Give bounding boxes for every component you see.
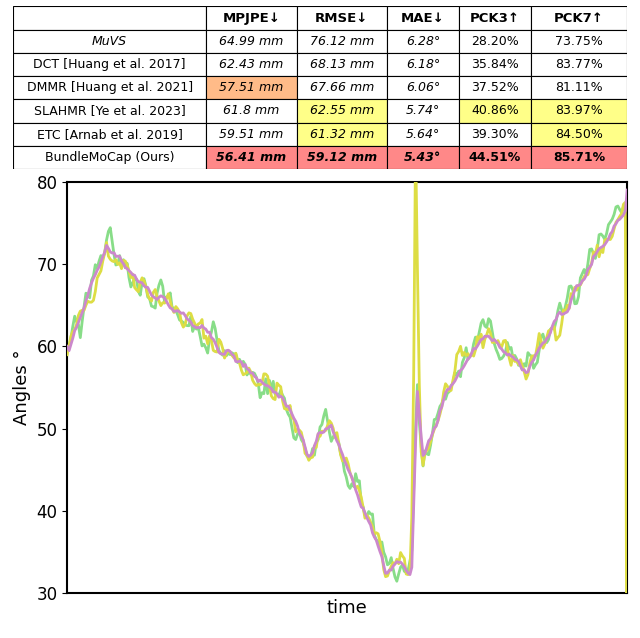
Text: 83.77%: 83.77% — [555, 58, 603, 71]
FancyBboxPatch shape — [206, 29, 297, 53]
Text: 62.43 mm: 62.43 mm — [220, 58, 284, 71]
Text: 61.8 mm: 61.8 mm — [223, 105, 280, 117]
Text: 81.11%: 81.11% — [555, 81, 603, 94]
FancyBboxPatch shape — [387, 29, 459, 53]
FancyBboxPatch shape — [459, 146, 531, 169]
Text: 76.12 mm: 76.12 mm — [310, 34, 374, 48]
Text: 68.13 mm: 68.13 mm — [310, 58, 374, 71]
Text: 62.55 mm: 62.55 mm — [310, 105, 374, 117]
Text: 40.86%: 40.86% — [471, 105, 518, 117]
Text: 35.84%: 35.84% — [471, 58, 518, 71]
FancyBboxPatch shape — [531, 29, 627, 53]
Text: 64.99 mm: 64.99 mm — [220, 34, 284, 48]
Text: 6.18°: 6.18° — [406, 58, 440, 71]
FancyBboxPatch shape — [531, 122, 627, 146]
Text: 83.97%: 83.97% — [555, 105, 603, 117]
Text: 67.66 mm: 67.66 mm — [310, 81, 374, 94]
FancyBboxPatch shape — [459, 29, 531, 53]
FancyBboxPatch shape — [13, 76, 206, 100]
Text: 37.52%: 37.52% — [471, 81, 518, 94]
Text: 84.50%: 84.50% — [555, 128, 603, 141]
Text: 5.74°: 5.74° — [406, 105, 440, 117]
X-axis label: time: time — [327, 599, 367, 617]
Text: 73.75%: 73.75% — [555, 34, 603, 48]
FancyBboxPatch shape — [459, 53, 531, 76]
FancyBboxPatch shape — [13, 6, 206, 29]
FancyBboxPatch shape — [13, 122, 206, 146]
FancyBboxPatch shape — [13, 53, 206, 76]
Text: 6.28°: 6.28° — [406, 34, 440, 48]
Text: ETC [Arnab et al. 2019]: ETC [Arnab et al. 2019] — [36, 128, 182, 141]
FancyBboxPatch shape — [459, 100, 531, 122]
FancyBboxPatch shape — [206, 53, 297, 76]
Text: 28.20%: 28.20% — [471, 34, 518, 48]
Text: 59.51 mm: 59.51 mm — [220, 128, 284, 141]
Text: DCT [Huang et al. 2017]: DCT [Huang et al. 2017] — [33, 58, 186, 71]
Text: PCK3↑: PCK3↑ — [470, 11, 520, 24]
FancyBboxPatch shape — [387, 53, 459, 76]
Text: 59.12 mm: 59.12 mm — [307, 151, 377, 164]
FancyBboxPatch shape — [13, 29, 206, 53]
FancyBboxPatch shape — [531, 100, 627, 122]
Text: 5.64°: 5.64° — [406, 128, 440, 141]
Text: DMMR [Huang et al. 2021]: DMMR [Huang et al. 2021] — [26, 81, 193, 94]
FancyBboxPatch shape — [206, 146, 297, 169]
FancyBboxPatch shape — [387, 122, 459, 146]
FancyBboxPatch shape — [531, 6, 627, 29]
FancyBboxPatch shape — [531, 76, 627, 100]
FancyBboxPatch shape — [387, 100, 459, 122]
Text: 6.06°: 6.06° — [406, 81, 440, 94]
FancyBboxPatch shape — [387, 76, 459, 100]
Text: 5.43°: 5.43° — [404, 151, 442, 164]
FancyBboxPatch shape — [459, 6, 531, 29]
Text: SLAHMR [Ye et al. 2023]: SLAHMR [Ye et al. 2023] — [34, 105, 186, 117]
Y-axis label: Angles °: Angles ° — [13, 350, 31, 426]
FancyBboxPatch shape — [206, 6, 297, 29]
FancyBboxPatch shape — [387, 146, 459, 169]
Text: PCK7↑: PCK7↑ — [554, 11, 604, 24]
Text: 44.51%: 44.51% — [468, 151, 521, 164]
Text: MuVS: MuVS — [92, 34, 127, 48]
Text: 61.32 mm: 61.32 mm — [310, 128, 374, 141]
FancyBboxPatch shape — [297, 29, 387, 53]
FancyBboxPatch shape — [297, 53, 387, 76]
FancyBboxPatch shape — [459, 76, 531, 100]
Text: 57.51 mm: 57.51 mm — [220, 81, 284, 94]
FancyBboxPatch shape — [531, 53, 627, 76]
FancyBboxPatch shape — [13, 100, 206, 122]
FancyBboxPatch shape — [13, 146, 206, 169]
FancyBboxPatch shape — [297, 146, 387, 169]
Text: 56.41 mm: 56.41 mm — [216, 151, 287, 164]
FancyBboxPatch shape — [206, 122, 297, 146]
FancyBboxPatch shape — [297, 100, 387, 122]
FancyBboxPatch shape — [387, 6, 459, 29]
Text: BundleMoCap (Ours): BundleMoCap (Ours) — [45, 151, 174, 164]
Text: 85.71%: 85.71% — [553, 151, 605, 164]
Text: MAE↓: MAE↓ — [401, 11, 445, 24]
Text: 39.30%: 39.30% — [471, 128, 518, 141]
Text: RMSE↓: RMSE↓ — [315, 11, 369, 24]
FancyBboxPatch shape — [297, 6, 387, 29]
Text: MPJPE↓: MPJPE↓ — [223, 11, 280, 24]
FancyBboxPatch shape — [297, 122, 387, 146]
FancyBboxPatch shape — [206, 76, 297, 100]
FancyBboxPatch shape — [531, 146, 627, 169]
FancyBboxPatch shape — [206, 100, 297, 122]
FancyBboxPatch shape — [459, 122, 531, 146]
FancyBboxPatch shape — [297, 76, 387, 100]
